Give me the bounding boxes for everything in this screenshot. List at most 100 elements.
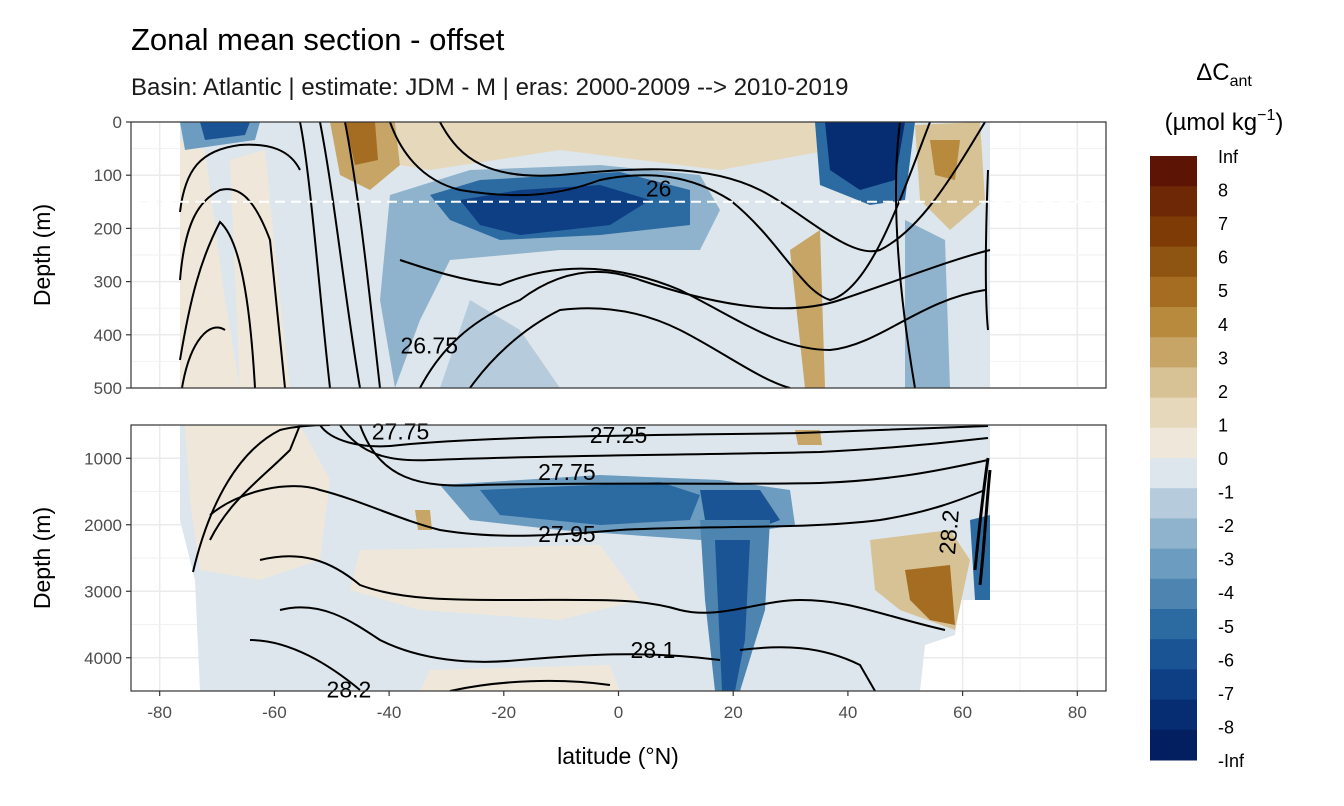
lower-contour-labels: 27.25 27.75 27.95 28.1 28.2 27.75 28.2 (327, 419, 964, 703)
lower-contour-label: 27.75 (372, 419, 430, 445)
legend-color-step (1150, 488, 1197, 519)
isopycnal-upper-4 (181, 326, 226, 388)
lower-positive-bottom (420, 665, 620, 691)
isopycnal-lower-7 (449, 679, 611, 691)
legend-label: -4 (1218, 583, 1234, 603)
legend-color-step (1150, 397, 1197, 429)
upper-panel-border (130, 121, 1107, 389)
lower-contour-label: 28.2 (327, 677, 372, 703)
legend-label: -6 (1218, 650, 1234, 670)
legend-color-step (1150, 307, 1197, 338)
isopycnal-lower-3 (319, 425, 989, 448)
legend-label: -7 (1218, 684, 1234, 704)
legend-title: ΔCant (1196, 59, 1252, 90)
legend-label: -Inf (1218, 751, 1245, 771)
colorbar-legend: ΔCant (µmol kg−1) Inf 8 7 6 5 4 3 2 1 0 -1 -2 -3 -4 -5… (1150, 59, 1283, 771)
upper-south-positive-2 (230, 150, 290, 388)
legend-color-step (1150, 458, 1197, 489)
upper-y-tick-label: 300 (94, 273, 122, 292)
x-tick-label: -80 (147, 703, 172, 722)
isopycnal-28.1 (279, 606, 721, 663)
upper-heatmap (180, 122, 990, 388)
lower-contour-label: 27.25 (590, 422, 648, 448)
isopycnal-upper-11 (469, 307, 791, 388)
isopycnal-lower-2 (209, 425, 301, 541)
legend-color-step (1150, 669, 1197, 701)
upper-deep-negative (440, 300, 560, 388)
legend-unit: (µmol kg−1) (1165, 107, 1284, 136)
legend-label: -5 (1218, 617, 1234, 637)
isopycnal-upper-3 (179, 220, 256, 388)
legend-label: -1 (1218, 483, 1234, 503)
upper-contour-label: 26.75 (400, 332, 458, 358)
isopycnal-upper-5 (299, 122, 331, 388)
legend-unit-superscript: −1 (1257, 107, 1275, 124)
upper-y-tick-label: 400 (94, 326, 122, 345)
x-tick-label: -60 (262, 703, 287, 722)
isopycnal-upper-2 (179, 188, 286, 388)
isopycnal-north-bundle-2 (978, 469, 992, 586)
upper-y-tick-label: 500 (94, 379, 122, 398)
lower-positive-55N-core (905, 565, 955, 625)
x-tick-label: 60 (953, 703, 972, 722)
x-tick-label: 80 (1068, 703, 1087, 722)
upper-negative-50N (905, 220, 950, 388)
isopycnal-lower-4 (359, 425, 989, 487)
upper-isopycnals (179, 122, 991, 388)
isopycnal-lower-5 (259, 555, 946, 631)
isopycnal-upper-9 (399, 259, 986, 352)
x-tick-label: -40 (377, 703, 402, 722)
x-axis: -80 -60 -40 -20 0 20 40 60 80 (147, 691, 1087, 722)
lower-positive-35S-spot (415, 510, 432, 530)
legend-label: 0 (1218, 449, 1228, 469)
legend-color-step (1150, 578, 1197, 610)
lower-contour-label: 28.1 (631, 637, 676, 663)
legend-unit-close: ) (1275, 109, 1283, 136)
upper-positive-45S-core (345, 122, 378, 165)
lower-contour-label: 27.75 (538, 459, 596, 485)
upper-y-axis: 0 100 200 300 400 500 (94, 113, 131, 398)
isopycnal-upper-10 (419, 249, 991, 388)
isopycnal-28.2 (249, 639, 361, 691)
lower-negative-20N-core (715, 540, 750, 691)
lower-y-tick-label: 3000 (84, 582, 122, 601)
legend-color-step (1150, 156, 1197, 187)
legend-color-step (1150, 609, 1197, 640)
upper-y-tick-label: 100 (94, 166, 122, 185)
chart-subtitle: Basin: Atlantic | estimate: JDM - M | er… (131, 74, 849, 101)
x-axis-title: latitude (°N) (557, 743, 679, 769)
legend-color-step (1150, 186, 1197, 217)
legend-label: 5 (1218, 281, 1228, 301)
lower-panel: 27.25 27.75 27.95 28.1 28.2 27.75 28.2 1000 200… (84, 419, 1107, 703)
legend-color-step (1150, 518, 1197, 550)
legend-color-step (1150, 729, 1197, 761)
legend-color-step (1150, 367, 1197, 399)
legend-label: 4 (1218, 315, 1228, 335)
legend-color-step (1150, 337, 1197, 368)
legend-title-subscript: ant (1230, 73, 1253, 90)
isopycnal-upper-7 (344, 122, 381, 388)
legend-label: 1 (1218, 415, 1228, 435)
x-tick-label: 0 (614, 703, 623, 722)
upper-south-negative-core (200, 122, 250, 140)
lower-negative-nadw-mid (480, 482, 700, 525)
legend-unit-main: (µmol kg (1165, 109, 1258, 136)
upper-contour-label: 26 (646, 176, 672, 202)
legend-label: 8 (1218, 181, 1228, 201)
upper-contour-labels: 26 26.75 (400, 176, 671, 359)
legend-label: Inf (1218, 147, 1239, 167)
x-tick-label: 20 (724, 703, 743, 722)
legend-label: -8 (1218, 717, 1234, 737)
lower-y-axis-title: Depth (m) (29, 507, 55, 609)
legend-label: 2 (1218, 382, 1228, 402)
isopycnal-upper-13 (984, 169, 989, 331)
isopycnal-27.95 (209, 485, 986, 537)
lower-south-positive (185, 425, 330, 580)
isopycnal-upper-6 (319, 122, 361, 388)
legend-label: 6 (1218, 248, 1228, 268)
legend-color-step (1150, 246, 1197, 278)
lower-y-tick-label: 1000 (84, 449, 122, 468)
legend-label: 3 (1218, 348, 1228, 368)
isopycnal-upper-8 (439, 122, 986, 253)
